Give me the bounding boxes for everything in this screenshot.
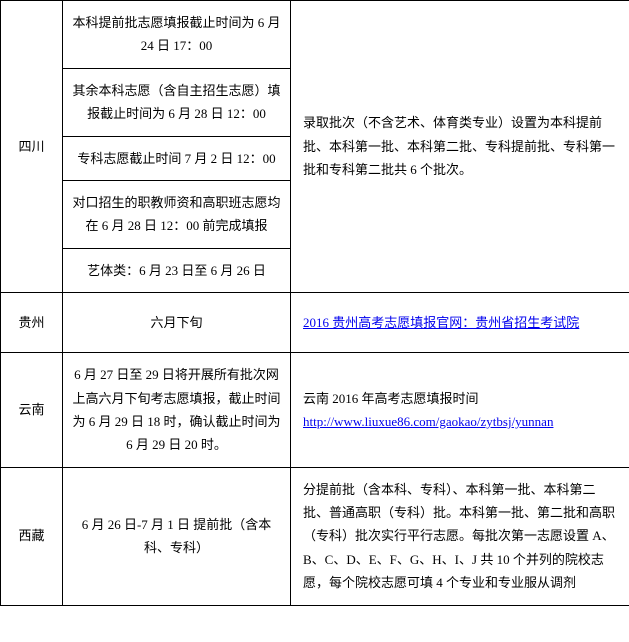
table-row: 西藏 6 月 26 日-7 月 1 日 提前批（含本科、专科） 分提前批（含本科… bbox=[1, 467, 629, 605]
desc-cell: 云南 2016 年高考志愿填报时间 http://www.liuxue86.co… bbox=[291, 353, 629, 468]
province-cell: 四川 bbox=[1, 1, 63, 293]
time-cell: 六月下旬 bbox=[63, 293, 291, 353]
schedule-table: 四川 本科提前批志愿填报截止时间为 6 月 24 日 17：00 录取批次（不含… bbox=[0, 0, 629, 606]
desc-cell: 分提前批（含本科、专科）、本科第一批、本科第二批、普通高职（专科）批。本科第一批… bbox=[291, 467, 629, 605]
table-row: 云南 6 月 27 日至 29 日将开展所有批次网上高六月下旬考志愿填报，截止时… bbox=[1, 353, 629, 468]
time-cell: 本科提前批志愿填报截止时间为 6 月 24 日 17：00 bbox=[63, 1, 291, 69]
time-cell: 6 月 27 日至 29 日将开展所有批次网上高六月下旬考志愿填报，截止时间为 … bbox=[63, 353, 291, 468]
time-cell: 6 月 26 日-7 月 1 日 提前批（含本科、专科） bbox=[63, 467, 291, 605]
time-cell: 艺体类：6 月 23 日至 6 月 26 日 bbox=[63, 248, 291, 292]
desc-cell: 2016 贵州高考志愿填报官网：贵州省招生考试院 bbox=[291, 293, 629, 353]
yunnan-link[interactable]: http://www.liuxue86.com/gaokao/zytbsj/yu… bbox=[303, 414, 553, 429]
guizhou-link[interactable]: 2016 贵州高考志愿填报官网：贵州省招生考试院 bbox=[303, 315, 579, 330]
time-cell: 专科志愿截止时间 7 月 2 日 12：00 bbox=[63, 136, 291, 180]
desc-cell: 录取批次（不含艺术、体育类专业）设置为本科提前批、本科第一批、本科第二批、专科提… bbox=[291, 1, 629, 293]
province-cell: 西藏 bbox=[1, 467, 63, 605]
province-cell: 云南 bbox=[1, 353, 63, 468]
table-row: 贵州 六月下旬 2016 贵州高考志愿填报官网：贵州省招生考试院 bbox=[1, 293, 629, 353]
time-cell: 其余本科志愿（含自主招生志愿）填报截止时间为 6 月 28 日 12：00 bbox=[63, 68, 291, 136]
yunnan-desc-prefix: 云南 2016 年高考志愿填报时间 bbox=[303, 391, 479, 406]
table-row: 四川 本科提前批志愿填报截止时间为 6 月 24 日 17：00 录取批次（不含… bbox=[1, 1, 629, 69]
province-cell: 贵州 bbox=[1, 293, 63, 353]
time-cell: 对口招生的职教师资和高职班志愿均在 6 月 28 日 12：00 前完成填报 bbox=[63, 180, 291, 248]
